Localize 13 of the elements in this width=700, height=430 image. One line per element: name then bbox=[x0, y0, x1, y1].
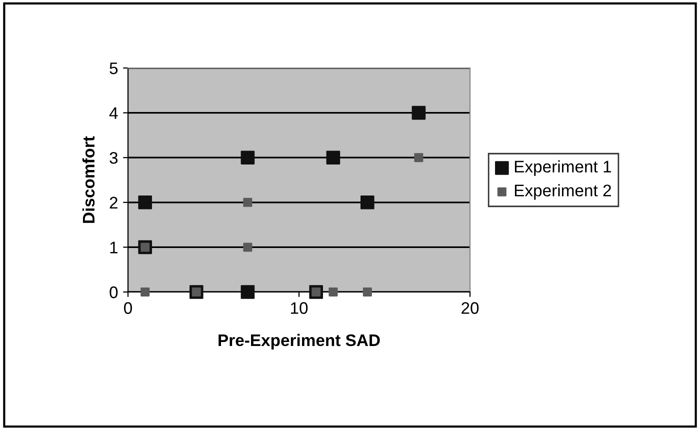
x-tick-label: 0 bbox=[124, 302, 132, 314]
x-tick-label: 10 bbox=[291, 302, 308, 314]
y-axis-title: Discomfort bbox=[82, 136, 95, 223]
x-tick-label: 20 bbox=[462, 302, 479, 314]
y-tick-label: 0 bbox=[110, 286, 118, 298]
legend-label: Experiment 1 bbox=[514, 160, 611, 176]
legend-label: Experiment 2 bbox=[514, 184, 611, 200]
x-axis-title: Pre-Experiment SAD bbox=[218, 334, 380, 350]
y-tick-label: 1 bbox=[110, 242, 118, 254]
y-tick-label: 2 bbox=[110, 196, 118, 208]
y-tick-label: 3 bbox=[110, 152, 118, 164]
y-tick-label: 4 bbox=[109, 107, 118, 119]
y-tick-label: 5 bbox=[110, 62, 118, 74]
